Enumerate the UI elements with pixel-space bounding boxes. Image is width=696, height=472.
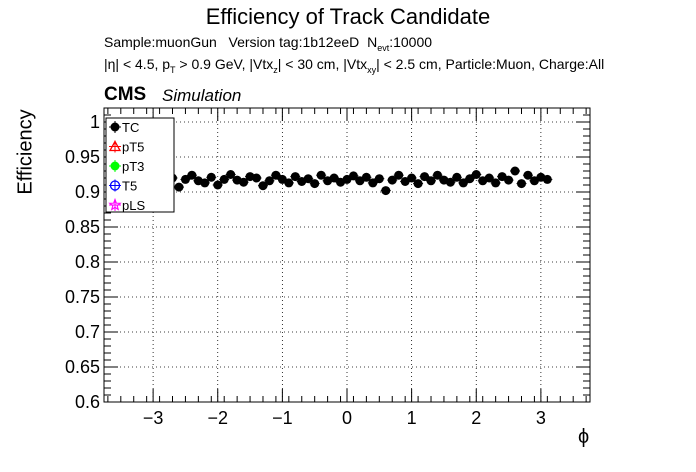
nevt-symbol: N	[367, 34, 378, 50]
legend-marker	[109, 180, 121, 191]
x-axis-label: ϕ	[578, 426, 590, 448]
y-tick-label: 1	[90, 112, 100, 132]
legend-marker	[110, 122, 120, 132]
version-label: Version tag:1b12eeD	[228, 34, 360, 50]
data-point	[290, 172, 300, 182]
cms-label: CMS	[104, 84, 147, 105]
legend-marker	[108, 197, 122, 211]
data-point	[219, 174, 229, 184]
cut-z: | < 30 cm, |Vtx	[277, 56, 368, 72]
data-point	[413, 179, 423, 189]
data-point	[200, 178, 210, 188]
data-point	[180, 174, 190, 184]
x-tick-label: 1	[407, 408, 417, 428]
data-point	[258, 181, 268, 191]
data-point	[368, 178, 378, 188]
grid-lines	[104, 108, 590, 403]
y-tick-label: 0.95	[65, 147, 100, 167]
legend-label: pT5	[122, 140, 144, 155]
data-point	[206, 172, 216, 182]
cut-z-subscript: z	[273, 64, 278, 75]
data-point	[264, 176, 274, 186]
data-point	[407, 173, 417, 183]
data-point	[445, 177, 455, 187]
data-point	[381, 186, 391, 196]
sample-info: Sample:muonGun Version tag:1b12eeD Nevt:…	[104, 34, 432, 53]
y-tick-label: 0.65	[65, 357, 100, 377]
legend-marker	[110, 161, 120, 171]
data-point	[394, 170, 404, 180]
cut-eta: |η| < 4.5, p	[104, 56, 171, 72]
legend-label: TC	[122, 120, 139, 135]
data-point	[284, 178, 294, 188]
chart-title: Efficiency of Track Candidate	[205, 4, 491, 29]
data-point	[471, 170, 481, 179]
data-point	[484, 173, 494, 183]
data-point	[174, 182, 184, 192]
cut-pt: > 0.9 GeV, |Vtx	[175, 56, 274, 72]
x-tick-label: −2	[207, 408, 228, 428]
data-point	[316, 170, 326, 180]
data-point	[374, 174, 384, 184]
x-tick-label: 0	[342, 408, 352, 428]
data-point	[510, 166, 520, 176]
data-point	[303, 174, 313, 184]
legend-marker	[108, 140, 122, 152]
y-tick-label: 0.9	[75, 182, 100, 202]
data-point	[420, 172, 430, 182]
data-point	[542, 174, 552, 184]
data-point	[226, 170, 236, 179]
cut-pt-subscript: T	[170, 64, 176, 75]
data-points	[141, 166, 553, 196]
data-point	[523, 170, 533, 180]
data-point	[271, 170, 281, 180]
data-point	[516, 179, 526, 189]
y-tick-label: 0.8	[75, 252, 100, 272]
nevt-value: :10000	[389, 34, 433, 50]
data-point	[452, 172, 462, 182]
x-tick-label: 3	[536, 408, 546, 428]
legend: TC pT5 pT3 T5 pLS	[105, 117, 175, 213]
data-point	[491, 178, 501, 188]
cut-xy-subscript: xy	[367, 64, 377, 75]
legend-label: pT3	[122, 159, 144, 174]
data-point	[426, 176, 436, 186]
sample-label: Sample:muonGun	[104, 34, 217, 50]
nevt-subscript: evt	[377, 42, 390, 53]
x-tick-label: −1	[272, 408, 293, 428]
selection-cuts: |η| < 4.5, pT > 0.9 GeV, |Vtxz| < 30 cm,…	[104, 56, 604, 75]
legend-label: pLS	[122, 198, 145, 213]
y-tick-label: 0.75	[65, 287, 100, 307]
data-point	[187, 170, 197, 180]
plot-axes: −3 −2 −1 0 1 2 3 0.6 0.65 0.7 0.75 0.8 0.85 0.9 0.95 1	[65, 107, 591, 428]
y-tick-label: 0.6	[75, 392, 100, 412]
data-point	[432, 170, 442, 180]
data-point	[458, 178, 468, 188]
x-tick-label: 2	[471, 408, 481, 428]
y-tick-label: 0.7	[75, 322, 100, 342]
data-point	[252, 173, 262, 183]
cut-xy: | < 2.5 cm, Particle:Muon, Charge:All	[376, 56, 605, 72]
data-point	[465, 174, 475, 184]
simulation-label: Simulation	[162, 86, 242, 105]
data-point	[361, 172, 371, 182]
data-point	[213, 180, 223, 190]
legend-label: T5	[122, 179, 137, 194]
data-point	[310, 179, 320, 189]
x-tick-label: −3	[143, 408, 164, 428]
data-point	[348, 171, 358, 181]
y-tick-label: 0.85	[65, 217, 100, 237]
data-point	[504, 175, 514, 185]
data-point	[329, 173, 339, 183]
data-point	[239, 177, 249, 187]
data-point	[387, 175, 397, 185]
